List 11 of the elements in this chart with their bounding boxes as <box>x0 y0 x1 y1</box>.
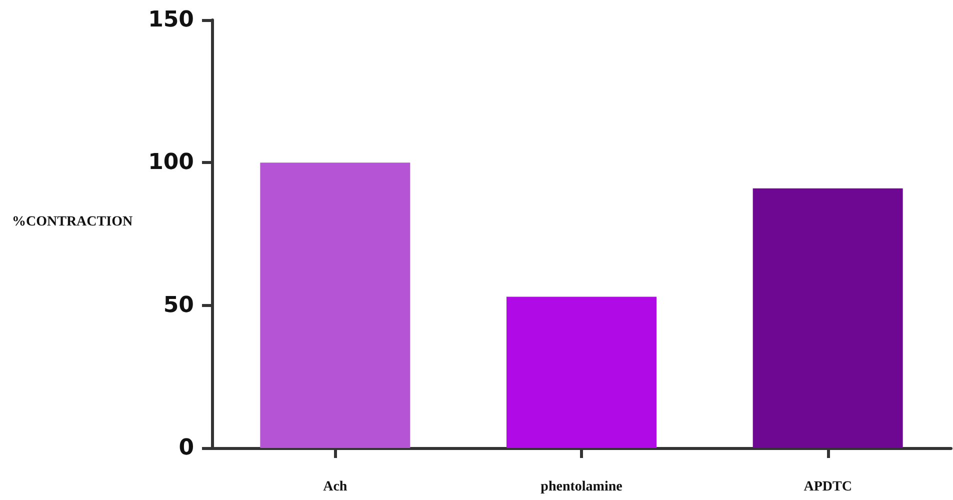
x-tick-label: phentolamine <box>540 480 622 494</box>
y-tick-label: 100 <box>148 150 194 176</box>
bar <box>506 296 656 448</box>
x-tick-label: APDTC <box>804 480 852 494</box>
y-axis-title: %CONTRACTION <box>12 214 133 230</box>
y-tick-label: 50 <box>163 292 194 318</box>
y-tick-label: 150 <box>148 8 194 32</box>
bar <box>260 162 410 448</box>
bar <box>752 188 903 448</box>
y-tick-label: 0 <box>178 436 194 460</box>
x-tick-label: Ach <box>323 480 348 494</box>
